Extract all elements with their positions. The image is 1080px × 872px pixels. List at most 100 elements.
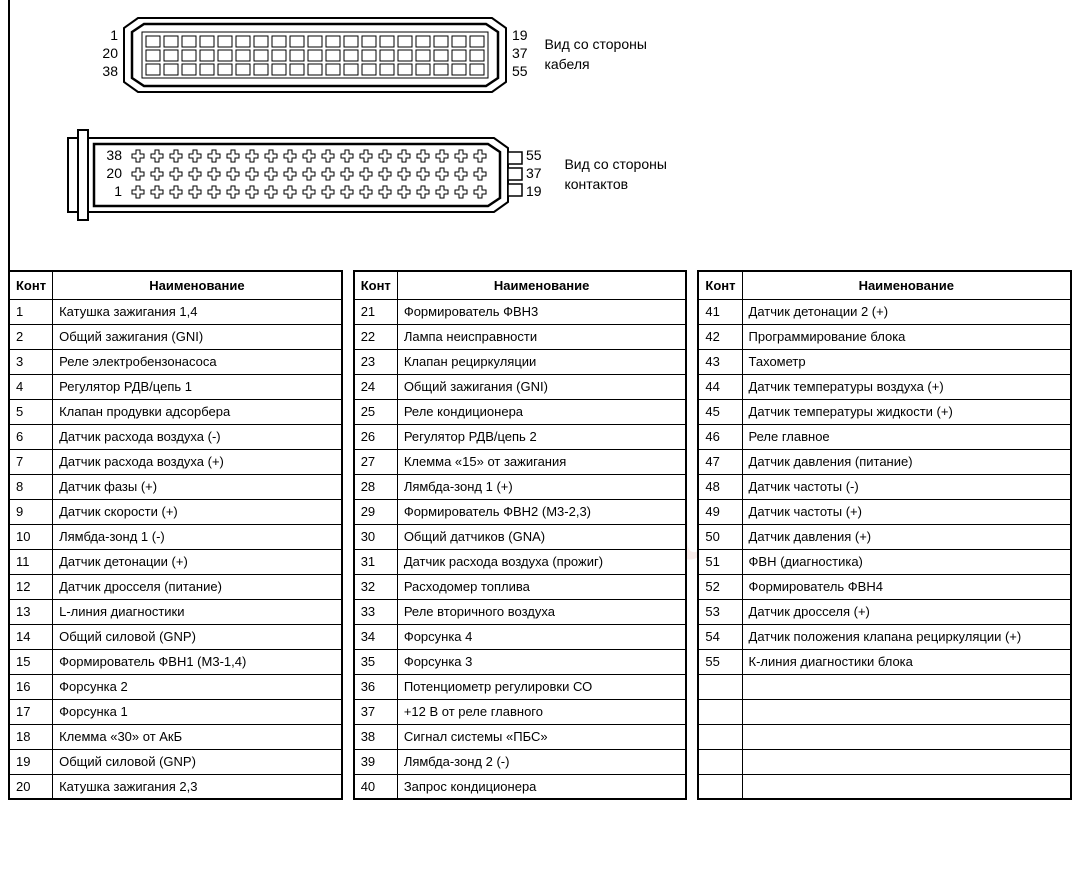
pin-description: Датчик температуры жидкости (+): [742, 399, 1071, 424]
table-row: 21Формирователь ФВН3: [354, 299, 687, 324]
th-num-a: Конт: [9, 271, 53, 299]
pin-description: Датчик фазы (+): [53, 474, 342, 499]
pin-description: Форсунка 1: [53, 699, 342, 724]
connector-contact-side: 38 20 1 55 37 19 Вид со стороны контакто…: [60, 120, 1060, 230]
connector1-svg: 1 20 38 19 37 55: [100, 10, 530, 100]
pin-description: Формирователь ФВН3: [397, 299, 686, 324]
pin-description: Лямбда-зонд 1 (+): [397, 474, 686, 499]
pin-number: 8: [9, 474, 53, 499]
pin-description: [742, 749, 1071, 774]
pin-number: 1: [9, 299, 53, 324]
c1-pin-1: 1: [110, 27, 118, 43]
table-row: 38Сигнал системы «ПБС»: [354, 724, 687, 749]
pin-number: 11: [9, 549, 53, 574]
connector2-caption-l2: контактов: [564, 175, 666, 195]
pin-description: Реле вторичного воздуха: [397, 599, 686, 624]
pin-description: Расходомер топлива: [397, 574, 686, 599]
table-row: 50Датчик давления (+): [698, 524, 1071, 549]
c1-pin-38: 38: [102, 63, 118, 79]
table-row: 43Тахометр: [698, 349, 1071, 374]
table-row: 1Катушка зажигания 1,4: [9, 299, 342, 324]
pin-description: Реле кондиционера: [397, 399, 686, 424]
pin-number: 7: [9, 449, 53, 474]
pin-number: 39: [354, 749, 398, 774]
table-row: 11Датчик детонации (+): [9, 549, 342, 574]
table-row: 4Регулятор РДВ/цепь 1: [9, 374, 342, 399]
th-num-b: Конт: [354, 271, 398, 299]
pin-description: Формирователь ФВН4: [742, 574, 1071, 599]
pin-description: Датчик детонации (+): [53, 549, 342, 574]
pin-number: 24: [354, 374, 398, 399]
pin-description: Катушка зажигания 1,4: [53, 299, 342, 324]
pin-number: 18: [9, 724, 53, 749]
pin-number: 40: [354, 774, 398, 799]
table-row: 20Катушка зажигания 2,3: [9, 774, 342, 799]
pin-number: 36: [354, 674, 398, 699]
table-row: 26Регулятор РДВ/цепь 2: [354, 424, 687, 449]
pin-description: Регулятор РДВ/цепь 1: [53, 374, 342, 399]
table-row: 15Формирователь ФВН1 (М3-1,4): [9, 649, 342, 674]
pin-description: Сигнал системы «ПБС»: [397, 724, 686, 749]
pin-number: 25: [354, 399, 398, 424]
table-row: 9Датчик скорости (+): [9, 499, 342, 524]
table-row: 53Датчик дросселя (+): [698, 599, 1071, 624]
pin-number: 20: [9, 774, 53, 799]
table-row: 33Реле вторичного воздуха: [354, 599, 687, 624]
pin-number: 31: [354, 549, 398, 574]
connector1-caption-l2: кабеля: [544, 55, 646, 75]
c1-pin-20: 20: [102, 45, 118, 61]
pin-description: Клемма «15» от зажигания: [397, 449, 686, 474]
table-row: [698, 774, 1071, 799]
connector-diagram-area: 1 20 38 19 37 55 Вид со стороны кабеля: [8, 0, 1080, 270]
c2-pin-20: 20: [106, 165, 122, 181]
pinout-table-a: Конт Наименование 1Катушка зажигания 1,4…: [8, 270, 343, 800]
pin-description: Датчик частоты (+): [742, 499, 1071, 524]
table-row: 45Датчик температуры жидкости (+): [698, 399, 1071, 424]
table-row: 18Клемма «30» от АкБ: [9, 724, 342, 749]
table-row: 46Реле главное: [698, 424, 1071, 449]
table-row: 55К-линия диагностики блока: [698, 649, 1071, 674]
table-row: 25Реле кондиционера: [354, 399, 687, 424]
pin-number: 42: [698, 324, 742, 349]
pin-number: [698, 774, 742, 799]
pin-number: 28: [354, 474, 398, 499]
table-row: [698, 699, 1071, 724]
table-row: 37+12 В от реле главного: [354, 699, 687, 724]
table-row: 41Датчик детонации 2 (+): [698, 299, 1071, 324]
table-row: 7Датчик расхода воздуха (+): [9, 449, 342, 474]
table-row: 23Клапан рециркуляции: [354, 349, 687, 374]
table-header-row: Конт Наименование: [354, 271, 687, 299]
pin-description: Датчик детонации 2 (+): [742, 299, 1071, 324]
table-row: 31Датчик расхода воздуха (прожиг): [354, 549, 687, 574]
th-num-c: Конт: [698, 271, 742, 299]
table-row: 13L-линия диагностики: [9, 599, 342, 624]
pin-description: Регулятор РДВ/цепь 2: [397, 424, 686, 449]
pin-description: Датчик положения клапана рециркуляции (+…: [742, 624, 1071, 649]
pin-number: 41: [698, 299, 742, 324]
table-row: 48Датчик частоты (-): [698, 474, 1071, 499]
c2-pin-38: 38: [106, 147, 122, 163]
pin-description: Общий датчиков (GNA): [397, 524, 686, 549]
c2-pin-1: 1: [114, 183, 122, 199]
table-row: 14Общий силовой (GNP): [9, 624, 342, 649]
table-row: 17Форсунка 1: [9, 699, 342, 724]
c2-pin-55: 55: [526, 147, 542, 163]
table-row: 8Датчик фазы (+): [9, 474, 342, 499]
table-row: 6Датчик расхода воздуха (-): [9, 424, 342, 449]
th-name-c: Наименование: [742, 271, 1071, 299]
table-row: 24Общий зажигания (GNI): [354, 374, 687, 399]
pin-number: 34: [354, 624, 398, 649]
table-row: 22Лампа неисправности: [354, 324, 687, 349]
table-row: [698, 724, 1071, 749]
pin-number: 15: [9, 649, 53, 674]
table-row: 40Запрос кондиционера: [354, 774, 687, 799]
pinout-table-c: Конт Наименование 41Датчик детонации 2 (…: [697, 270, 1072, 800]
pin-description: [742, 699, 1071, 724]
connector1-caption-l1: Вид со стороны: [544, 35, 646, 55]
table-row: 3Реле электробензонасоса: [9, 349, 342, 374]
connector1-caption: Вид со стороны кабеля: [544, 35, 646, 74]
table-row: 2Общий зажигания (GNI): [9, 324, 342, 349]
table-row: 49Датчик частоты (+): [698, 499, 1071, 524]
pin-description: Датчик дросселя (+): [742, 599, 1071, 624]
pin-number: 47: [698, 449, 742, 474]
